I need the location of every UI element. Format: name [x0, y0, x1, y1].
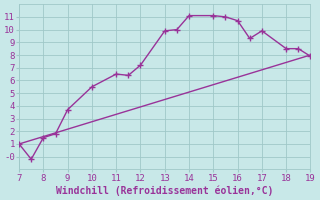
X-axis label: Windchill (Refroidissement éolien,°C): Windchill (Refroidissement éolien,°C)	[56, 185, 274, 196]
